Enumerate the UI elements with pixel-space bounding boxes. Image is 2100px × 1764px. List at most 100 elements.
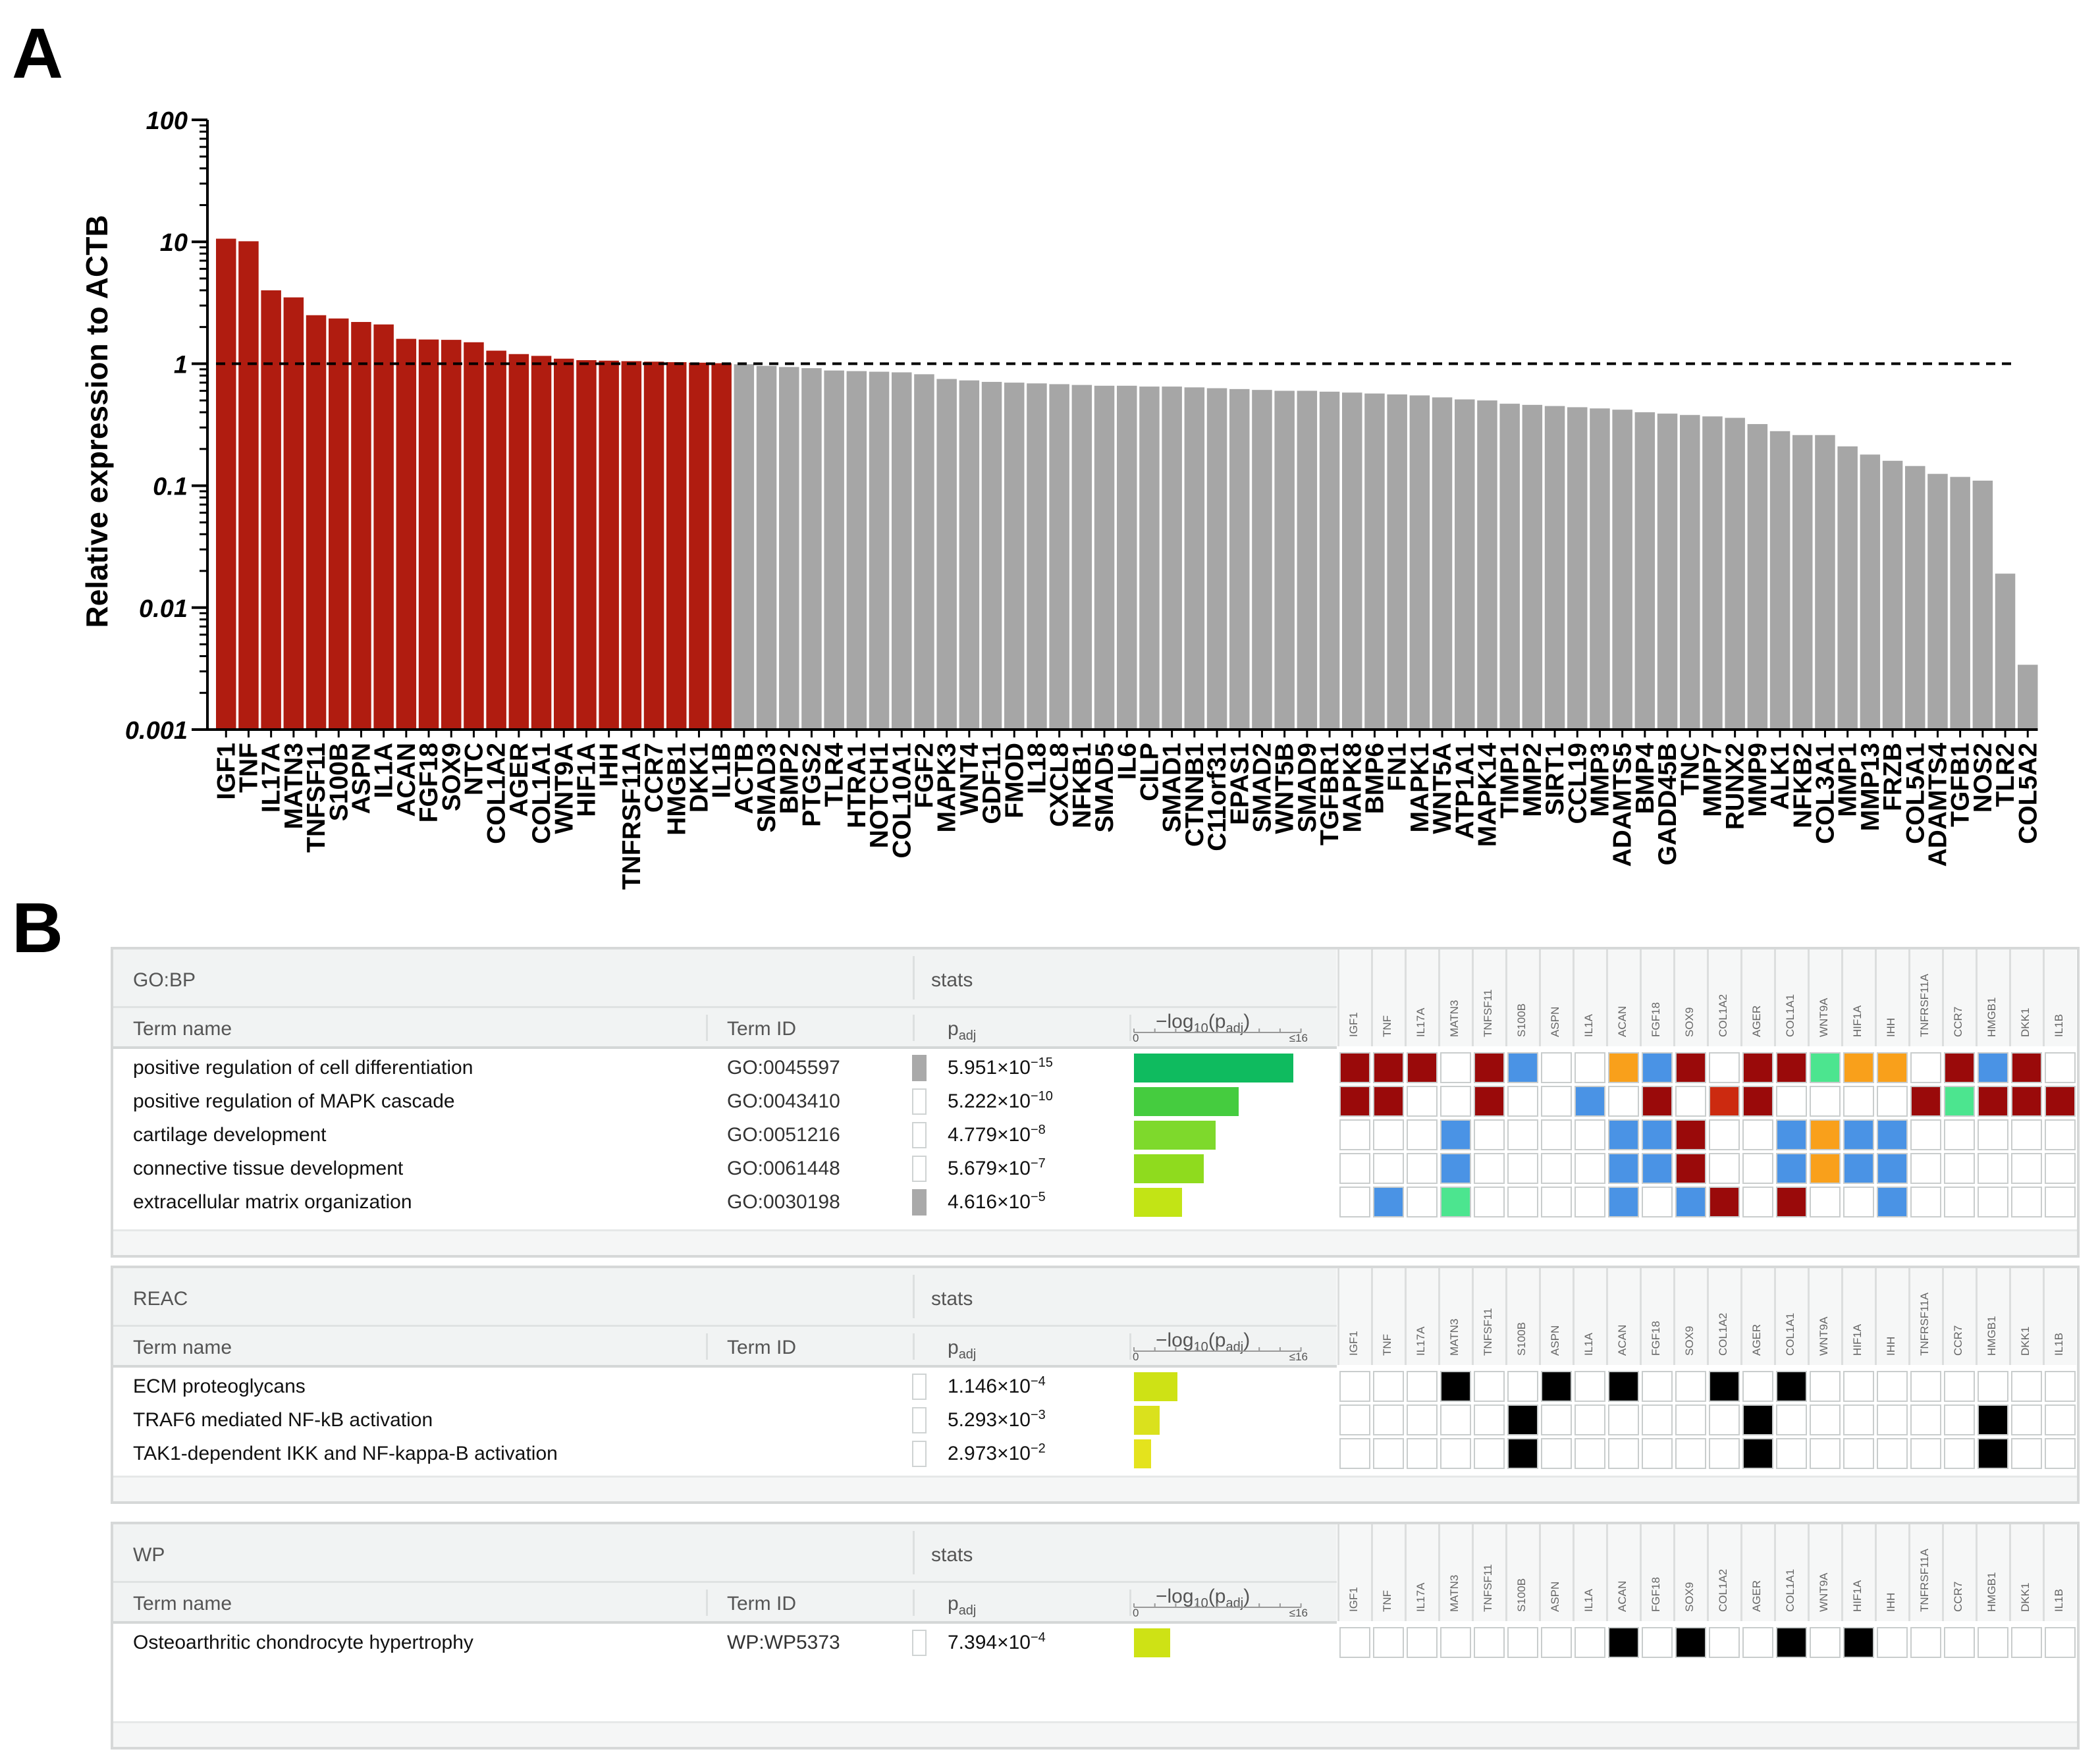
gene-cell[interactable] [1910,1119,1941,1150]
gene-cell[interactable] [1407,1052,1438,1083]
table-row[interactable]: TAK1-dependent IKK and NF-kappa-B activa… [113,1437,1337,1470]
gene-cell[interactable] [1776,1438,1807,1469]
gene-cell[interactable] [1742,1153,1773,1184]
gene-cell[interactable] [2011,1371,2042,1402]
gene-cell[interactable] [2045,1438,2076,1469]
gene-cell[interactable] [1910,1153,1941,1184]
gene-cell[interactable] [1709,1627,1740,1658]
gene-cell[interactable] [1675,1627,1706,1658]
gene-cell[interactable] [1507,1086,1538,1117]
gene-cell[interactable] [1742,1052,1773,1083]
gene-cell[interactable] [1440,1187,1471,1217]
gene-cell[interactable] [1776,1187,1807,1217]
gene-cell[interactable] [1810,1119,1841,1150]
gene-cell[interactable] [1978,1371,2008,1402]
gene-cell[interactable] [1709,1086,1740,1117]
gene-cell[interactable] [1339,1052,1370,1083]
gene-cell[interactable] [1944,1371,1975,1402]
gene-cell[interactable] [1373,1404,1404,1435]
gene-cell[interactable] [1944,1086,1975,1117]
gene-cell[interactable] [1910,1052,1941,1083]
gene-cell[interactable] [1373,1086,1404,1117]
gene-cell[interactable] [1608,1086,1639,1117]
gene-cell[interactable] [1373,1153,1404,1184]
gene-cell[interactable] [1810,1371,1841,1402]
gene-cell[interactable] [1877,1627,1908,1658]
gene-cell[interactable] [1407,1627,1438,1658]
gene-cell[interactable] [1944,1438,1975,1469]
gene-cell[interactable] [1474,1153,1505,1184]
gene-cell[interactable] [1541,1153,1572,1184]
gene-cell[interactable] [1675,1404,1706,1435]
gene-cell[interactable] [1575,1371,1605,1402]
gene-cell[interactable] [1978,1627,2008,1658]
gene-cell[interactable] [1339,1627,1370,1658]
gene-cell[interactable] [1675,1119,1706,1150]
gene-cell[interactable] [1507,1371,1538,1402]
gene-cell[interactable] [1978,1052,2008,1083]
gene-cell[interactable] [1474,1119,1505,1150]
gene-cell[interactable] [1810,1187,1841,1217]
gene-cell[interactable] [1575,1404,1605,1435]
table-row[interactable]: extracellular matrix organization GO:0030… [113,1185,1337,1219]
gene-cell[interactable] [1843,1086,1874,1117]
gene-cell[interactable] [1541,1086,1572,1117]
gene-cell[interactable] [1810,1438,1841,1469]
gene-cell[interactable] [1810,1404,1841,1435]
gene-cell[interactable] [1373,1187,1404,1217]
gene-cell[interactable] [1877,1119,1908,1150]
gene-cell[interactable] [1474,1627,1505,1658]
gene-cell[interactable] [1373,1119,1404,1150]
gene-cell[interactable] [1642,1438,1673,1469]
table-row[interactable]: positive regulation of MAPK cascade GO:00… [113,1084,1337,1118]
gene-cell[interactable] [1339,1404,1370,1435]
gene-cell[interactable] [1642,1371,1673,1402]
gene-cell[interactable] [1776,1153,1807,1184]
gene-cell[interactable] [1978,1153,2008,1184]
gene-cell[interactable] [1339,1438,1370,1469]
gene-cell[interactable] [1608,1438,1639,1469]
gene-cell[interactable] [1642,1153,1673,1184]
col-padj[interactable]: padj [948,1018,976,1044]
gene-cell[interactable] [1474,1187,1505,1217]
col-term-name[interactable]: Term name [133,1593,232,1615]
gene-cell[interactable] [1776,1086,1807,1117]
gene-cell[interactable] [1810,1627,1841,1658]
gene-cell[interactable] [1675,1153,1706,1184]
gene-cell[interactable] [1877,1404,1908,1435]
gene-cell[interactable] [2011,1086,2042,1117]
gene-cell[interactable] [1675,1187,1706,1217]
gene-cell[interactable] [1608,1052,1639,1083]
gene-cell[interactable] [1642,1404,1673,1435]
col-padj[interactable]: padj [948,1337,976,1362]
gene-cell[interactable] [1407,1153,1438,1184]
gene-cell[interactable] [1944,1627,1975,1658]
gene-cell[interactable] [1742,1627,1773,1658]
gene-cell[interactable] [1843,1119,1874,1150]
gene-cell[interactable] [1440,1052,1471,1083]
gene-cell[interactable] [1843,1438,1874,1469]
gene-cell[interactable] [1709,1119,1740,1150]
gene-cell[interactable] [1541,1187,1572,1217]
gene-cell[interactable] [1709,1371,1740,1402]
gene-cell[interactable] [1978,1404,2008,1435]
gene-cell[interactable] [1877,1052,1908,1083]
gene-cell[interactable] [1440,1627,1471,1658]
gene-cell[interactable] [1910,1627,1941,1658]
gene-cell[interactable] [1910,1404,1941,1435]
gene-cell[interactable] [1407,1404,1438,1435]
gene-cell[interactable] [1709,1153,1740,1184]
gene-cell[interactable] [2011,1404,2042,1435]
gene-cell[interactable] [1373,1438,1404,1469]
gene-cell[interactable] [1407,1086,1438,1117]
gene-cell[interactable] [1339,1371,1370,1402]
gene-cell[interactable] [1541,1119,1572,1150]
gene-cell[interactable] [2045,1627,2076,1658]
gene-cell[interactable] [1339,1086,1370,1117]
gene-cell[interactable] [2011,1119,2042,1150]
gene-cell[interactable] [1440,1119,1471,1150]
col-term-name[interactable]: Term name [133,1018,232,1040]
gene-cell[interactable] [1575,1627,1605,1658]
gene-cell[interactable] [1474,1086,1505,1117]
table-row[interactable]: positive regulation of cell differentiat… [113,1051,1337,1084]
